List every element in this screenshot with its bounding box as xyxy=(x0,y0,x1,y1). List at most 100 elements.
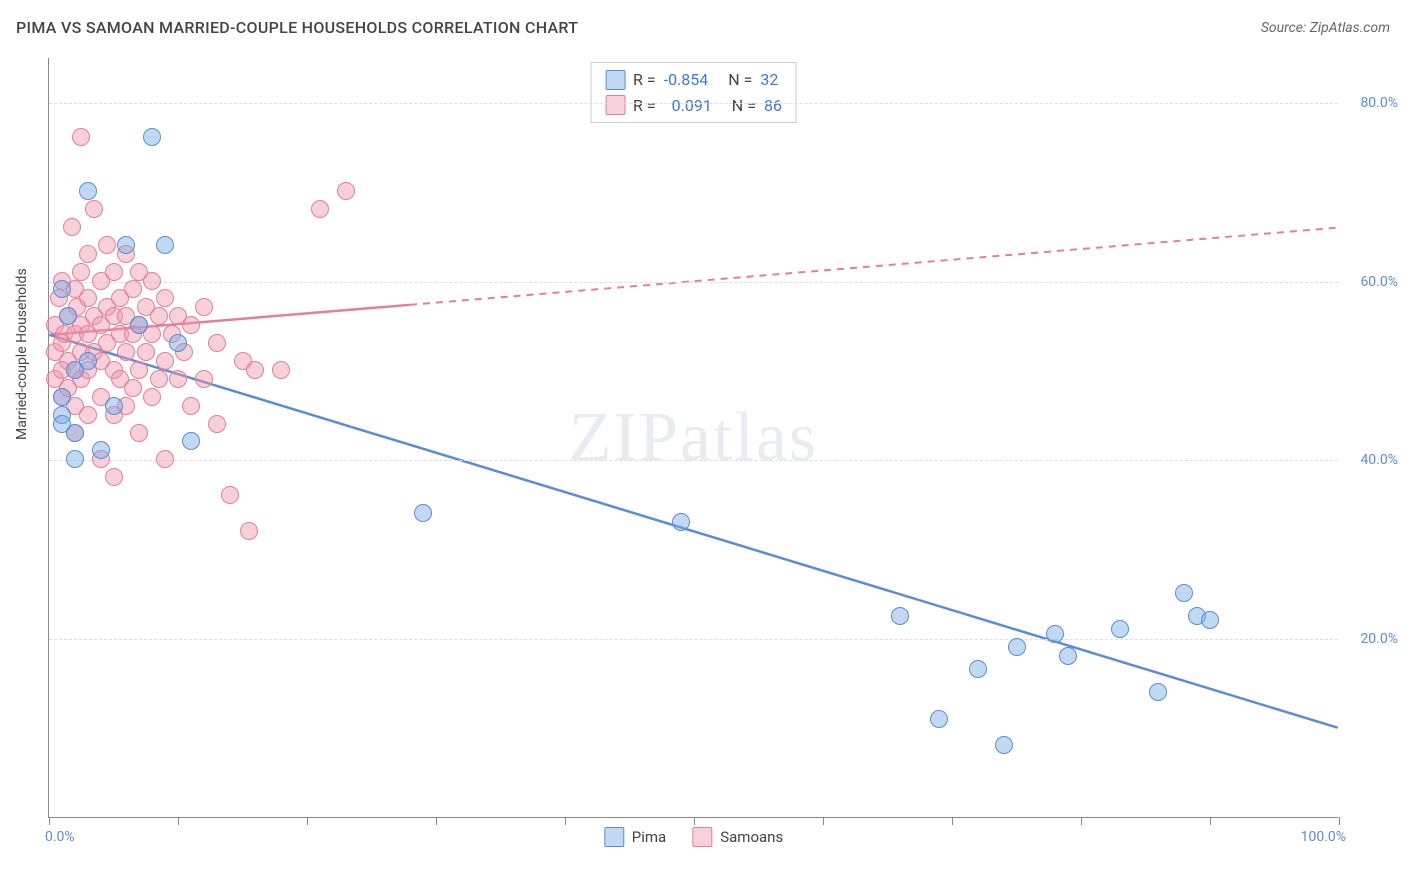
samoan-swatch-icon xyxy=(692,827,712,847)
samoan-point xyxy=(72,263,90,281)
samoan-point xyxy=(169,370,187,388)
samoan-point xyxy=(311,200,329,218)
samoan-point xyxy=(72,128,90,146)
pima-point xyxy=(156,236,174,254)
gridline xyxy=(49,103,1338,104)
samoan-point xyxy=(208,334,226,352)
samoan-point xyxy=(85,200,103,218)
samoan-point xyxy=(143,272,161,290)
gridline xyxy=(49,282,1338,283)
pima-point xyxy=(92,441,110,459)
pima-point xyxy=(1111,620,1129,638)
trend-lines-layer xyxy=(49,58,1338,817)
gridline xyxy=(49,460,1338,461)
samoan-swatch-icon xyxy=(605,95,625,115)
pima-point xyxy=(79,352,97,370)
x-tick-end: 100.0% xyxy=(1301,829,1346,845)
samoan-point xyxy=(124,379,142,397)
pima-point xyxy=(414,504,432,522)
legend-row-pima: R = -0.854 N = 32 xyxy=(605,67,782,93)
pima-point xyxy=(930,710,948,728)
samoan-point xyxy=(337,182,355,200)
r-label: R = xyxy=(633,67,656,93)
pima-n-value: 32 xyxy=(760,67,778,93)
samoan-point xyxy=(156,289,174,307)
y-tick-label: 60.0% xyxy=(1343,274,1398,290)
samoan-point xyxy=(79,245,97,263)
samoan-point xyxy=(105,468,123,486)
samoan-point xyxy=(195,298,213,316)
y-tick-label: 80.0% xyxy=(1343,95,1398,111)
samoan-point xyxy=(150,370,168,388)
samoan-point xyxy=(156,450,174,468)
samoan-point xyxy=(79,406,97,424)
pima-point xyxy=(143,128,161,146)
pima-point xyxy=(169,334,187,352)
pima-point xyxy=(1008,638,1026,656)
samoan-point xyxy=(130,361,148,379)
legend-item-samoans: Samoans xyxy=(692,827,783,847)
samoan-point xyxy=(130,424,148,442)
samoan-point xyxy=(272,361,290,379)
x-tick xyxy=(1339,817,1340,825)
y-tick-label: 20.0% xyxy=(1343,631,1398,647)
x-tick xyxy=(178,817,179,825)
x-tick xyxy=(1210,817,1211,825)
pima-swatch-icon xyxy=(605,70,625,90)
x-tick xyxy=(307,817,308,825)
pima-point xyxy=(53,280,71,298)
pima-point xyxy=(995,736,1013,754)
r-label: R = xyxy=(633,93,656,119)
gridline xyxy=(49,639,1338,640)
pima-point xyxy=(182,432,200,450)
legend-row-samoans: R = 0.091 N = 86 xyxy=(605,93,782,119)
n-label: N = xyxy=(728,67,752,93)
pima-point xyxy=(672,513,690,531)
pima-point xyxy=(53,388,71,406)
pima-swatch-icon xyxy=(604,827,624,847)
x-tick xyxy=(952,817,953,825)
samoan-point xyxy=(105,263,123,281)
samoan-point xyxy=(182,397,200,415)
correlation-legend: R = -0.854 N = 32 R = 0.091 N = 86 xyxy=(590,62,797,123)
samoan-point xyxy=(63,218,81,236)
samoan-point xyxy=(98,236,116,254)
samoan-point xyxy=(150,307,168,325)
samoan-point xyxy=(195,370,213,388)
pima-point xyxy=(117,236,135,254)
source-label: Source: ZipAtlas.com xyxy=(1261,20,1390,36)
pima-point xyxy=(969,660,987,678)
x-tick xyxy=(694,817,695,825)
pima-point xyxy=(891,607,909,625)
pima-point xyxy=(105,397,123,415)
samoan-point xyxy=(117,343,135,361)
samoan-point xyxy=(182,316,200,334)
x-tick xyxy=(823,817,824,825)
plot-area: ZIPatlas R = -0.854 N = 32 R = 0.091 N =… xyxy=(48,58,1338,818)
header: PIMA VS SAMOAN MARRIED-COUPLE HOUSEHOLDS… xyxy=(16,18,1390,37)
pima-point xyxy=(59,307,77,325)
samoan-point xyxy=(79,289,97,307)
x-tick-start: 0.0% xyxy=(45,829,75,845)
pima-point xyxy=(66,450,84,468)
pima-point xyxy=(1175,584,1193,602)
trend-line-dashed xyxy=(410,228,1338,305)
x-tick xyxy=(565,817,566,825)
pima-point xyxy=(130,316,148,334)
chart-title: PIMA VS SAMOAN MARRIED-COUPLE HOUSEHOLDS… xyxy=(16,18,578,37)
samoan-point xyxy=(246,361,264,379)
samoan-point xyxy=(240,522,258,540)
pima-point xyxy=(66,424,84,442)
samoan-point xyxy=(208,415,226,433)
x-tick xyxy=(49,817,50,825)
chart-container: PIMA VS SAMOAN MARRIED-COUPLE HOUSEHOLDS… xyxy=(0,0,1406,892)
samoan-point xyxy=(143,388,161,406)
x-tick xyxy=(436,817,437,825)
n-label: N = xyxy=(732,93,756,119)
samoan-point xyxy=(221,486,239,504)
pima-point xyxy=(79,182,97,200)
series-legend: Pima Samoans xyxy=(604,827,783,847)
pima-point xyxy=(1059,647,1077,665)
legend-item-pima: Pima xyxy=(604,827,666,847)
pima-point xyxy=(1149,683,1167,701)
